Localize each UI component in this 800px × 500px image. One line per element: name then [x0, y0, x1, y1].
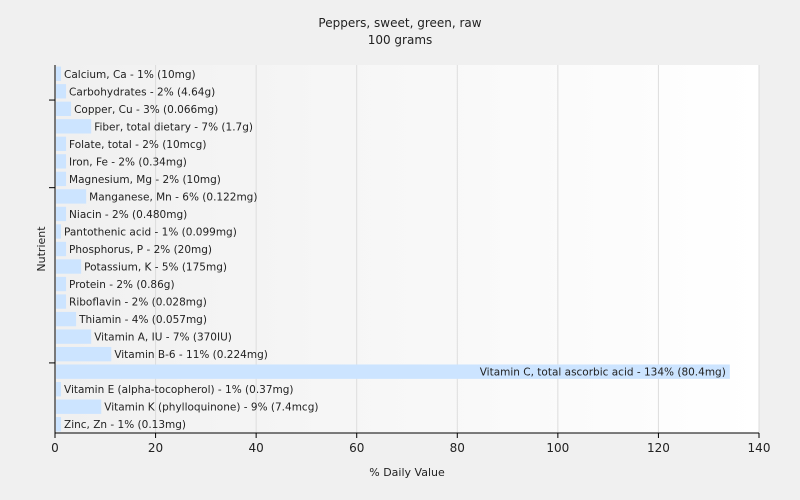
x-tick-label: 60 — [349, 441, 364, 455]
chart-title: Peppers, sweet, green, raw — [318, 16, 481, 30]
x-tick-label: 80 — [450, 441, 465, 455]
y-axis-title: Nutrient — [35, 226, 48, 272]
bars — [56, 66, 730, 432]
bar — [56, 241, 67, 257]
bar — [56, 84, 67, 99]
bar — [56, 399, 102, 414]
bar-label: Riboflavin - 2% (0.028mg) — [69, 297, 207, 309]
x-tick-label: 120 — [647, 441, 670, 455]
bar-label: Iron, Fe - 2% (0.34mg) — [69, 156, 187, 168]
bar-label: Vitamin K (phylloquinone) - 9% (7.4mcg) — [104, 402, 318, 414]
bar-label: Vitamin C, total ascorbic acid - 134% (8… — [480, 367, 726, 379]
bar — [56, 364, 730, 379]
bar-label: Phosphorus, P - 2% (20mg) — [69, 244, 212, 256]
x-tick-label: 100 — [546, 441, 569, 455]
bar-labels: Calcium, Ca - 1% (10mg) Carbohydrates - 2… — [64, 69, 726, 431]
bar — [56, 154, 67, 169]
bar-label: Carbohydrates - 2% (4.64g) — [69, 86, 215, 98]
bar — [56, 171, 67, 187]
bar-label: Manganese, Mn - 6% (0.122mg) — [89, 191, 257, 203]
bar — [56, 136, 67, 152]
bar-label: Magnesium, Mg - 2% (10mg) — [69, 174, 221, 186]
x-tick-label: 40 — [249, 441, 264, 455]
bar — [56, 224, 62, 239]
bar-label: Zinc, Zn - 1% (0.13mg) — [64, 419, 186, 431]
bar — [56, 259, 82, 274]
bar-label: Pantothenic acid - 1% (0.099mg) — [64, 226, 237, 238]
y-axis-ticks — [49, 99, 55, 364]
x-tick-label: 0 — [51, 441, 59, 455]
x-axis-ticks: 0 20 40 60 80 100 120 140 — [51, 433, 770, 455]
bar-label: Folate, total - 2% (10mcg) — [69, 139, 206, 151]
bar-label: Copper, Cu - 3% (0.066mg) — [74, 104, 218, 116]
bar — [56, 66, 62, 81]
bar — [56, 294, 67, 309]
x-tick-label: 20 — [148, 441, 163, 455]
bar-label: Vitamin B-6 - 11% (0.224mg) — [114, 349, 268, 361]
bar — [56, 206, 67, 222]
bar — [56, 101, 72, 116]
bar — [56, 276, 67, 292]
bar — [56, 382, 62, 397]
bar — [56, 311, 77, 327]
bar — [56, 346, 112, 362]
x-tick-label: 140 — [748, 441, 771, 455]
bar-label: Vitamin A, IU - 7% (370IU) — [94, 332, 232, 344]
bar — [56, 119, 92, 134]
bar-label: Fiber, total dietary - 7% (1.7g) — [94, 121, 253, 133]
bar-label: Potassium, K - 5% (175mg) — [84, 262, 227, 274]
bar-label: Protein - 2% (0.86g) — [69, 279, 175, 291]
chart-subtitle: 100 grams — [368, 33, 433, 47]
bar — [56, 417, 62, 432]
x-axis-title: % Daily Value — [369, 466, 445, 479]
bar-label: Niacin - 2% (0.480mg) — [69, 209, 187, 221]
bar — [56, 329, 92, 344]
bar — [56, 189, 87, 204]
bar-label: Vitamin E (alpha-tocopherol) - 1% (0.37m… — [64, 384, 294, 396]
bar-label: Calcium, Ca - 1% (10mg) — [64, 69, 196, 81]
bar-label: Thiamin - 4% (0.057mg) — [78, 314, 207, 326]
